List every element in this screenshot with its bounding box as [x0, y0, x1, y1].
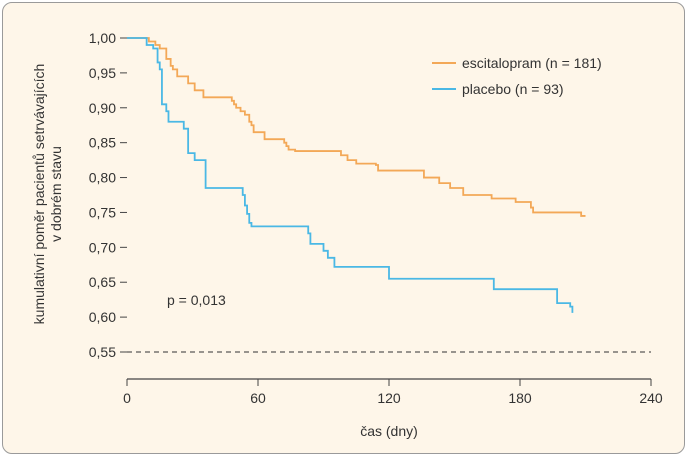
y-tick-label: 0,75	[89, 204, 116, 220]
y-tick-label: 0,65	[89, 274, 116, 290]
legend-entry: escitalopram (n = 181)	[462, 55, 602, 71]
series-layer	[127, 37, 586, 313]
y-axis-label-line-2: v dobrém stavu	[48, 146, 64, 242]
y-tick-label: 0,55	[89, 344, 116, 360]
legend-entry: placebo (n = 93)	[462, 81, 564, 97]
y-tick-label: 0,70	[89, 239, 116, 255]
y-axis-label-line-1: kumulativní poměr pacientů setrvávajícíc…	[31, 64, 47, 325]
y-tick-label: 0,60	[89, 309, 116, 325]
x-tick-label: 60	[250, 390, 266, 406]
p-value-annotation: p = 0,013	[167, 292, 226, 308]
series-line-escitalopram	[127, 37, 586, 217]
x-axis-ticks: 0 60 120 180 240	[123, 379, 663, 406]
x-tick-label: 180	[508, 390, 532, 406]
y-axis-ticks: 1,00 0,95 0,90 0,85 0,80 0,75 0,70 0,65 0,60 0,55	[89, 30, 127, 360]
x-axis-label: čas (dny)	[360, 423, 418, 439]
x-tick-label: 0	[123, 390, 131, 406]
x-tick-label: 120	[377, 390, 401, 406]
series-line-placebo	[127, 37, 574, 313]
y-tick-label: 0,85	[89, 135, 116, 151]
y-tick-label: 1,00	[89, 30, 116, 46]
x-tick-label: 240	[639, 390, 663, 406]
y-tick-label: 0,95	[89, 65, 116, 81]
y-tick-label: 0,90	[89, 100, 116, 116]
legend: escitalopram (n = 181) placebo (n = 93)	[432, 55, 602, 97]
y-tick-label: 0,80	[89, 170, 116, 186]
